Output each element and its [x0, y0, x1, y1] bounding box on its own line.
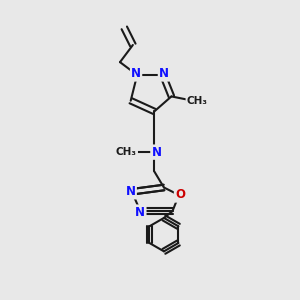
Text: N: N — [126, 185, 136, 198]
Text: CH₃: CH₃ — [187, 96, 208, 106]
Text: N: N — [152, 146, 161, 159]
Text: O: O — [175, 188, 185, 202]
Text: N: N — [159, 68, 169, 80]
Text: CH₃: CH₃ — [116, 147, 137, 157]
Text: N: N — [135, 206, 146, 219]
Text: N: N — [131, 68, 141, 80]
